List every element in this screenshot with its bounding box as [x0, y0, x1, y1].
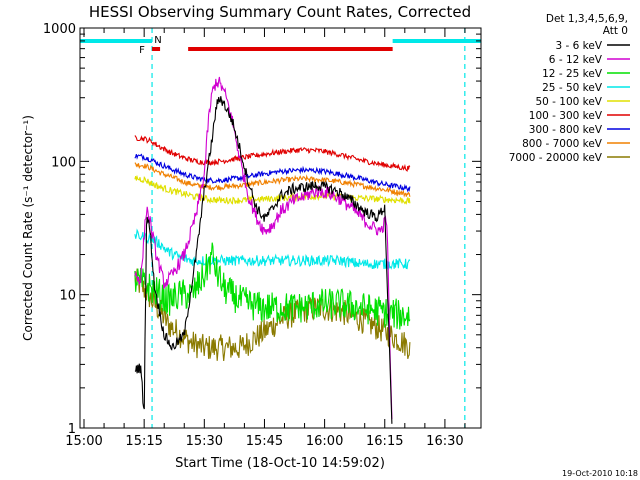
- series-line: [134, 174, 411, 205]
- legend: Det 1,3,4,5,6,9,Att 03 - 6 keV 6 - 12 keV…: [509, 13, 630, 164]
- series-line: [134, 76, 393, 420]
- legend-entry: 50 - 100 keV: [535, 96, 602, 108]
- y-tick-label: 100: [51, 155, 76, 170]
- legend-header: Att 0: [603, 25, 628, 37]
- x-tick-label: 15:45: [246, 434, 283, 449]
- series-lines: [134, 76, 411, 424]
- legend-entry: 7000 - 20000 keV: [509, 152, 603, 164]
- x-axis-label: Start Time (18-Oct-10 14:59:02): [175, 456, 385, 471]
- legend-header: Det 1,3,4,5,6,9,: [546, 13, 628, 25]
- x-tick-label: 15:15: [125, 434, 162, 449]
- chart-title: HESSI Observing Summary Count Rates, Cor…: [89, 3, 471, 21]
- series-line: [134, 242, 411, 330]
- x-tick-label: 15:30: [186, 434, 223, 449]
- y-tick-label: 10: [59, 289, 76, 304]
- axes: 1 10 100 1000 15:00 15:15 15:30 15:45 16:00 16:15…: [43, 22, 482, 449]
- plot-frame: [79, 27, 482, 429]
- x-tick-label: 16:15: [366, 434, 403, 449]
- legend-entry: 12 - 25 keV: [542, 68, 603, 80]
- x-tick-label: 16:00: [306, 434, 343, 449]
- series-line: [134, 228, 411, 271]
- y-axis-label: Corrected Count Rate (s⁻¹ detector⁻¹): [21, 115, 35, 341]
- y-tick-label: 1000: [43, 22, 76, 37]
- generated-date: 19-Oct-2010 10:18: [562, 469, 638, 478]
- series-line: [134, 268, 411, 361]
- saa-flag-label: N: [154, 35, 161, 46]
- series-line: [134, 162, 411, 198]
- legend-entry: 25 - 50 keV: [542, 82, 603, 94]
- flare-flag-label: F: [139, 45, 145, 56]
- series-line: [134, 135, 411, 172]
- legend-entry: 300 - 800 keV: [529, 124, 603, 136]
- legend-entry: 100 - 300 keV: [529, 110, 603, 122]
- y-tick-label: 1: [68, 422, 76, 437]
- series-line: [134, 96, 393, 424]
- legend-entry: 6 - 12 keV: [549, 54, 603, 66]
- x-tick-label: 15:00: [65, 434, 102, 449]
- series-line: [134, 153, 411, 193]
- legend-entry: 3 - 6 keV: [555, 40, 602, 52]
- status-flags: NF: [80, 28, 481, 428]
- legend-entry: 800 - 7000 keV: [522, 138, 603, 150]
- x-tick-label: 16:30: [426, 434, 463, 449]
